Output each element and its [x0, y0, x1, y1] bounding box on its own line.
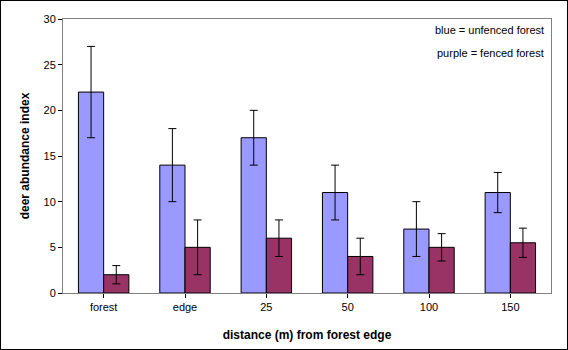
svg-text:25: 25: [44, 59, 56, 71]
svg-text:forest: forest: [90, 301, 118, 313]
svg-text:30: 30: [44, 13, 56, 25]
svg-text:distance (m) from forest edge: distance (m) from forest edge: [223, 328, 392, 342]
svg-text:deer abundance index: deer abundance index: [18, 92, 32, 219]
svg-text:100: 100: [420, 301, 438, 313]
svg-text:purple = fenced forest: purple = fenced forest: [437, 47, 544, 59]
svg-text:0: 0: [50, 287, 56, 299]
svg-text:50: 50: [342, 301, 354, 313]
svg-text:blue = unfenced forest: blue = unfenced forest: [435, 24, 544, 36]
svg-text:15: 15: [44, 150, 56, 162]
svg-text:20: 20: [44, 104, 56, 116]
svg-text:edge: edge: [173, 301, 197, 313]
svg-text:150: 150: [501, 301, 519, 313]
svg-text:5: 5: [50, 241, 56, 253]
svg-text:25: 25: [260, 301, 272, 313]
svg-text:10: 10: [44, 196, 56, 208]
